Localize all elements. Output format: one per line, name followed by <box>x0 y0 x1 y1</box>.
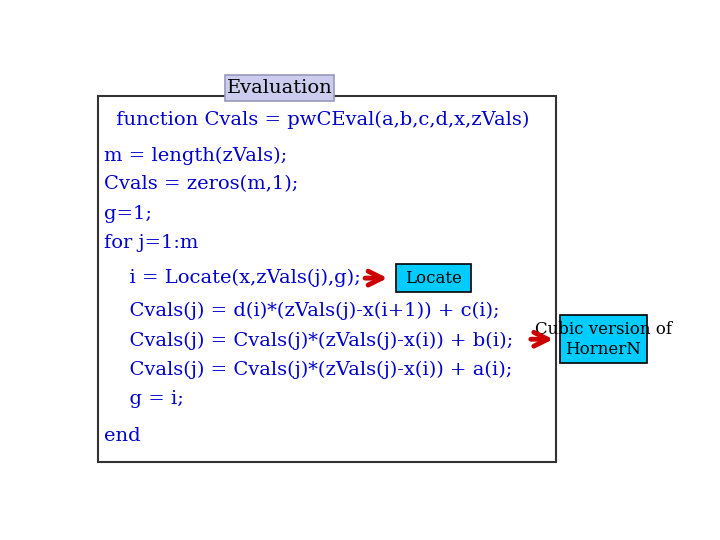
Text: Cvals(j) = Cvals(j)*(zVals(j)-x(i)) + a(i);: Cvals(j) = Cvals(j)*(zVals(j)-x(i)) + a(… <box>117 361 512 379</box>
Text: end: end <box>104 427 140 445</box>
FancyBboxPatch shape <box>99 96 556 462</box>
Text: i = Locate(x,zVals(j),g);: i = Locate(x,zVals(j),g); <box>117 269 361 287</box>
Text: Cvals(j) = d(i)*(zVals(j)-x(i+1)) + c(i);: Cvals(j) = d(i)*(zVals(j)-x(i+1)) + c(i)… <box>117 302 500 320</box>
Text: Cvals = zeros(m,1);: Cvals = zeros(m,1); <box>104 176 298 193</box>
Text: Cubic version of
HornerN: Cubic version of HornerN <box>535 321 672 357</box>
FancyBboxPatch shape <box>560 315 647 363</box>
Text: g = i;: g = i; <box>117 390 184 408</box>
Text: Cvals(j) = Cvals(j)*(zVals(j)-x(i)) + b(i);: Cvals(j) = Cvals(j)*(zVals(j)-x(i)) + b(… <box>117 332 513 349</box>
Text: for j=1:m: for j=1:m <box>104 234 198 252</box>
Text: m = length(zVals);: m = length(zVals); <box>104 146 287 165</box>
Text: function Cvals = pwCEval(a,b,c,d,x,zVals): function Cvals = pwCEval(a,b,c,d,x,zVals… <box>109 111 529 129</box>
FancyBboxPatch shape <box>395 264 471 292</box>
FancyBboxPatch shape <box>225 75 334 101</box>
Text: Locate: Locate <box>405 269 462 287</box>
Text: Evaluation: Evaluation <box>227 79 333 97</box>
Text: g=1;: g=1; <box>104 205 152 222</box>
